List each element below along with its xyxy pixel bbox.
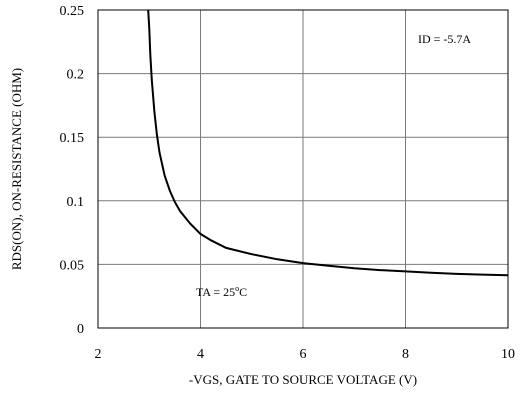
plot-frame (97, 9, 509, 329)
x-tick-label: 10 (501, 347, 515, 362)
grid (98, 10, 508, 328)
y-tick-labels: 0 0.05 0.1 0.15 0.2 0.25 (60, 4, 85, 337)
annotation-ta-sup: o (235, 284, 239, 293)
y-tick-label: 0 (77, 322, 84, 337)
x-tick-label: 8 (402, 347, 409, 362)
y-tick-label: 0.1 (67, 195, 85, 210)
x-tick-label: 6 (300, 347, 307, 362)
annotation-ta: TA = 25oC (196, 284, 247, 299)
y-tick-label: 0.15 (60, 131, 85, 146)
annotation-ta-main: TA = 25 (196, 285, 235, 299)
y-tick-label: 0.25 (60, 4, 85, 19)
x-tick-label: 2 (95, 347, 102, 362)
annotation-ta-unit: C (239, 285, 247, 299)
x-tick-label: 4 (197, 347, 204, 362)
x-axis-label: -VGS, GATE TO SOURCE VOLTAGE (V) (189, 372, 417, 387)
y-tick-label: 0.05 (60, 258, 85, 273)
y-axis-label: RDS(ON), ON-RESISTANCE (OHM) (9, 68, 24, 270)
y-tick-label: 0.2 (67, 68, 85, 83)
rds-on-curve (147, 9, 509, 277)
annotation-id: ID = -5.7A (418, 32, 471, 46)
x-tick-labels: 2 4 6 8 10 (95, 347, 516, 362)
